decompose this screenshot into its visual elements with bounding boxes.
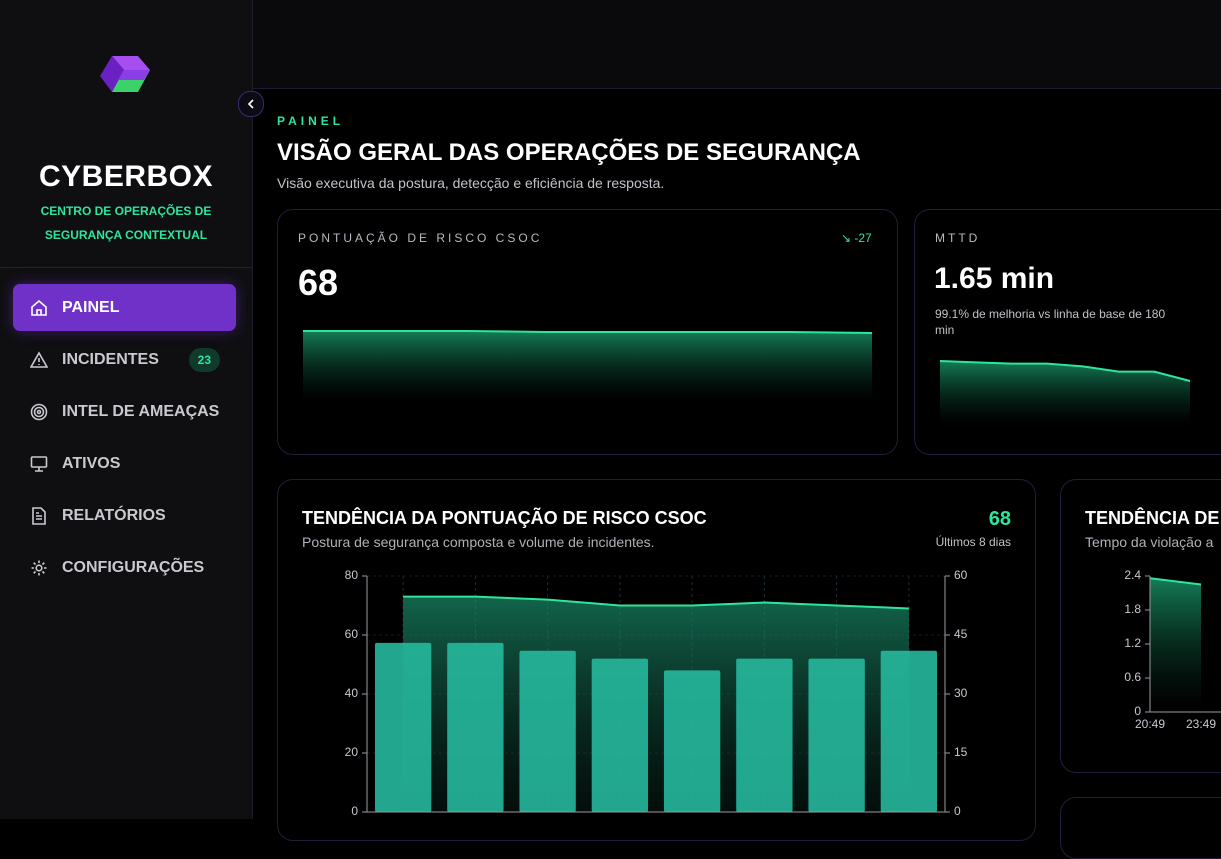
- sidebar: CYBERBOX CENTRO DE OPERAÇÕES DE SEGURANÇ…: [0, 0, 253, 819]
- chart-subtitle: Postura de segurança composta e volume d…: [302, 534, 655, 550]
- tagline: CENTRO DE OPERAÇÕES DE SEGURANÇA CONTEXT…: [40, 204, 212, 242]
- y-tick-label: 0: [351, 804, 358, 818]
- divider: [0, 267, 252, 268]
- nav-item[interactable]: INCIDENTES 23: [13, 336, 236, 383]
- bar: [447, 642, 504, 812]
- bar: [880, 650, 938, 812]
- y-tick-label: 1.2: [1124, 636, 1141, 650]
- brand: CYBERBOX: [38, 160, 214, 193]
- nav-label: INCIDENTES: [62, 350, 159, 368]
- y2-tick-label: 15: [954, 745, 968, 759]
- nav-item[interactable]: CONFIGURAÇÕES: [13, 544, 236, 591]
- y2-tick-label: 45: [954, 627, 968, 641]
- nav-item[interactable]: ATIVOS: [13, 440, 236, 487]
- chart-title: TENDÊNCIA DE: [1085, 508, 1220, 528]
- kpi-delta: ↘ -27: [841, 231, 872, 245]
- y-tick-label: 80: [345, 568, 359, 582]
- chart-headline: 68: [988, 508, 1011, 530]
- line: [1149, 577, 1202, 586]
- nav-label: CONFIGURAÇÕES: [62, 558, 205, 576]
- delta-value: -27: [854, 231, 872, 245]
- chart-subtitle: Tempo da violação a: [1085, 534, 1214, 550]
- nav-label: INTEL DE AMEAÇAS: [62, 402, 220, 420]
- area: [1150, 578, 1201, 712]
- y-tick-label: 60: [345, 627, 359, 641]
- nav-item[interactable]: RELATÓRIOS: [13, 492, 236, 539]
- bar: [808, 658, 865, 812]
- charts: 0 20 40 60 80 0 15 30 45 60 0 0.6 1.2 1.8 2.4 20:49 23:4…: [303, 330, 1221, 818]
- y-tick-label: 2.4: [1124, 568, 1141, 582]
- bar: [736, 658, 793, 812]
- x-tick-label: 20:49: [1135, 717, 1165, 731]
- page-title: VISÃO GERAL DAS OPERAÇÕES DE SEGURANÇA: [277, 139, 861, 166]
- line: [303, 330, 873, 334]
- nav-item[interactable]: INTEL DE AMEAÇAS: [13, 388, 236, 435]
- page-subtitle: Visão executiva da postura, detecção e e…: [277, 175, 665, 191]
- x-tick-label: 23:49: [1186, 717, 1216, 731]
- chart-title: TENDÊNCIA DA PONTUAÇÃO DE RISCO CSOC: [302, 508, 707, 528]
- y2-tick-label: 60: [954, 568, 968, 582]
- y-tick-label: 40: [345, 686, 359, 700]
- top-bar: [253, 0, 1221, 89]
- badge: 23: [188, 347, 220, 372]
- kpi-label: PONTUAÇÃO DE RISCO CSOC: [298, 231, 543, 245]
- kpi-value: 1.65 min: [934, 262, 1055, 295]
- bar: [519, 650, 576, 812]
- bar: [591, 658, 649, 812]
- nav-item[interactable]: PAINEL: [13, 284, 236, 331]
- kpi-value: 68: [298, 262, 339, 303]
- nav-label: RELATÓRIOS: [62, 506, 166, 524]
- line: [939, 360, 1191, 382]
- nav-label: ATIVOS: [62, 454, 121, 472]
- y2-tick-label: 0: [954, 804, 961, 818]
- bar: [374, 642, 432, 812]
- y-tick-label: 0: [1134, 704, 1141, 718]
- nav-label: PAINEL: [62, 298, 120, 316]
- y2-tick-label: 30: [954, 686, 968, 700]
- logo: [100, 56, 150, 92]
- area: [303, 331, 872, 402]
- bar: [663, 670, 721, 812]
- y-tick-label: 20: [345, 745, 359, 759]
- line: [403, 595, 909, 610]
- kpi-label: MTTD: [935, 231, 981, 245]
- collapse-button[interactable]: [238, 91, 264, 117]
- kpi-note: 99.1% de melhoria vs linha de base de 18…: [935, 307, 1166, 337]
- eyebrow: PAINEL: [277, 114, 345, 128]
- y-tick-label: 1.8: [1124, 602, 1141, 616]
- area: [940, 361, 1190, 425]
- y-tick-label: 0.6: [1124, 670, 1141, 684]
- chart-period: Últimos 8 dias: [935, 535, 1011, 549]
